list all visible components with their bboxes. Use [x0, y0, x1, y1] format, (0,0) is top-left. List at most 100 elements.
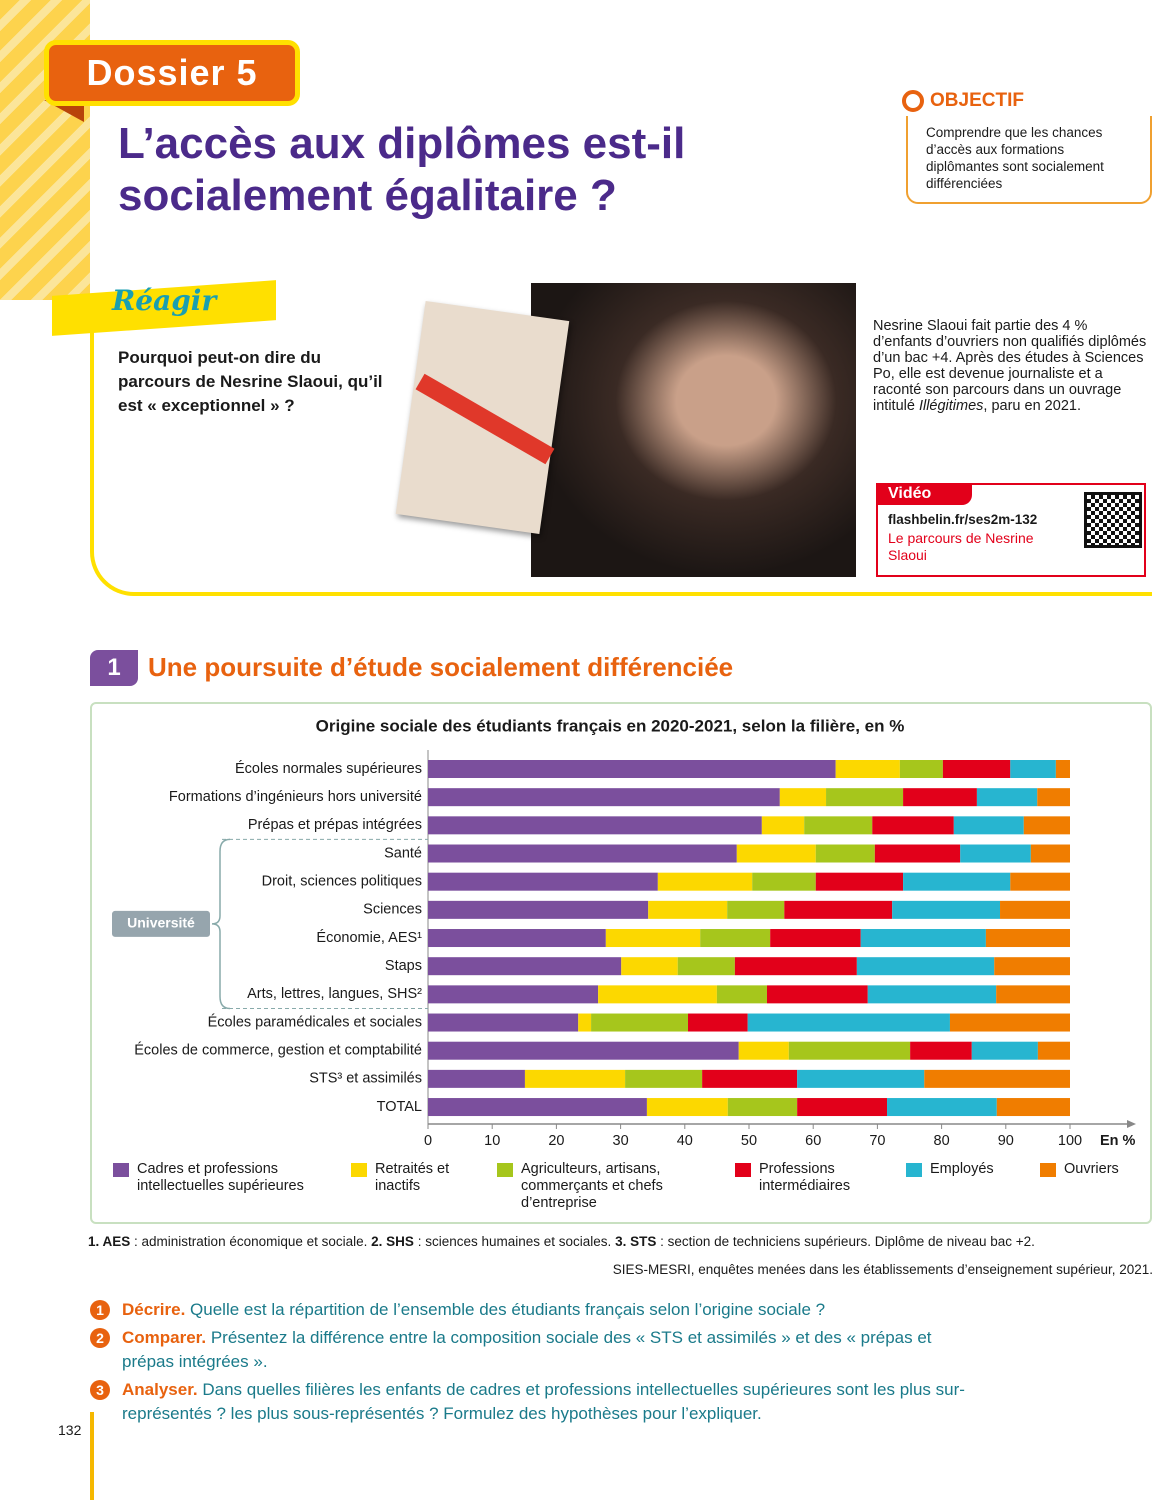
bar-segment: [677, 957, 735, 976]
bar-segment: [428, 957, 622, 976]
legend-swatch: [1040, 1163, 1056, 1177]
footnote-text: : section de techniciens supérieurs. Dip…: [656, 1234, 1035, 1249]
group-label: Université: [127, 915, 195, 931]
dossier-badge: Dossier 5: [44, 40, 300, 106]
bar-segment: [524, 1069, 626, 1088]
x-axis-label: En %: [1100, 1133, 1136, 1149]
bar-segment: [428, 816, 762, 835]
bar-segment: [815, 844, 875, 863]
page-title: L’accès aux diplômes est-il socialement …: [118, 119, 686, 220]
bar-segment: [942, 760, 1011, 778]
legend-label: Retraités et inactifs: [375, 1161, 450, 1194]
x-tick-label: 50: [741, 1133, 757, 1149]
legend-label: Cadres et professions intellectuelles su…: [137, 1161, 304, 1194]
footnote-text: : administration économique et sociale.: [130, 1234, 372, 1249]
bar-segment: [815, 872, 904, 891]
category-label: Économie, AES¹: [316, 929, 422, 946]
bar-segment: [826, 788, 904, 807]
category-label: Arts, lettres, langues, SHS²: [247, 986, 422, 1002]
bar-segment: [646, 1098, 728, 1117]
legend-label: Employés: [930, 1161, 994, 1177]
footnote-term: 3. STS: [615, 1234, 657, 1249]
bar-segment: [766, 985, 868, 1004]
bar-segment: [1010, 760, 1056, 778]
bar-segment: [910, 1041, 972, 1060]
bar-segment: [428, 1069, 525, 1088]
bar-segment: [727, 1098, 798, 1117]
bar-segment: [428, 1041, 739, 1060]
bar-segment: [953, 816, 1024, 835]
photo-caption: Nesrine Slaoui fait partie des 4 % d’enf…: [873, 318, 1148, 414]
bar-segment: [1055, 760, 1070, 778]
x-tick-label: 70: [869, 1133, 885, 1149]
bar-segment: [752, 872, 816, 891]
bar-segment: [892, 900, 1001, 919]
bar-segment: [797, 1098, 888, 1117]
bar-segment: [976, 788, 1038, 807]
bar-segment: [797, 1069, 925, 1088]
bar-segment: [867, 985, 997, 1004]
bar-segment: [428, 985, 599, 1004]
bar-segment: [1037, 788, 1070, 807]
question: 3 Analyser. Dans quelles filières les enf…: [90, 1378, 970, 1426]
bar-segment: [428, 1098, 647, 1117]
bar-segment: [428, 788, 780, 807]
bar-segment: [688, 1013, 748, 1032]
bar-segment: [996, 1098, 1070, 1117]
bar-segment: [899, 760, 943, 778]
section-number: 1: [90, 650, 138, 686]
video-url[interactable]: flashbelin.fr/ses2m-132: [888, 512, 1038, 527]
reagir-question: Pourquoi peut-on dire du parcours de Nes…: [118, 348, 383, 415]
bar-segment: [985, 929, 1070, 948]
x-tick-label: 20: [548, 1133, 564, 1149]
question-text: Dans quelles filières les enfants de cad…: [122, 1380, 965, 1423]
legend-swatch: [906, 1163, 922, 1177]
x-tick-label: 10: [484, 1133, 500, 1149]
bar-segment: [428, 844, 737, 863]
bar-segment: [856, 957, 995, 976]
bar-segment: [734, 957, 857, 976]
bar-segment: [1023, 816, 1070, 835]
bar-segment: [605, 929, 701, 948]
bar-segment: [994, 957, 1070, 976]
bar-segment: [428, 872, 658, 891]
caption-text: Nesrine Slaoui fait partie des 4 % d’enf…: [873, 318, 1147, 414]
bar-segment: [578, 1013, 592, 1032]
bar-segment: [598, 985, 717, 1004]
bar-segment: [716, 985, 767, 1004]
bar-segment: [860, 929, 986, 948]
question-verb: Comparer.: [122, 1328, 207, 1347]
category-label: Formations d’ingénieurs hors université: [169, 789, 422, 805]
bar-segment: [727, 900, 785, 919]
category-label: TOTAL: [377, 1099, 422, 1115]
bar-segment: [971, 1041, 1038, 1060]
question-number: 2: [90, 1328, 110, 1348]
question-verb: Décrire.: [122, 1300, 186, 1319]
x-axis-arrow: [1127, 1120, 1136, 1128]
section-title: Une poursuite d’étude socialement différ…: [148, 652, 734, 682]
bar-segment: [779, 788, 827, 807]
source: SIES-MESRI, enquêtes menées dans les éta…: [612, 1262, 1153, 1277]
question: 2 Comparer. Présentez la différence entre…: [90, 1326, 970, 1374]
objective-text: Comprendre que les chances d’accès aux f…: [906, 116, 1152, 204]
video-box: [876, 483, 1146, 577]
x-tick-label: 30: [613, 1133, 629, 1149]
bar-segment: [428, 1013, 579, 1032]
bar-segment: [428, 929, 606, 948]
video-title[interactable]: Le parcours de Nesrine Slaoui: [888, 530, 1034, 563]
objective-icon: [902, 90, 924, 112]
qr-code: [1084, 492, 1142, 548]
bar-segment: [788, 1041, 911, 1060]
bar-segment: [736, 844, 816, 863]
category-label: Droit, sciences politiques: [262, 874, 422, 890]
category-label: Prépas et prépas intégrées: [248, 817, 422, 833]
question: 1 Décrire. Quelle est la répartition de l…: [90, 1298, 970, 1322]
category-label: Écoles normales supérieures: [235, 760, 422, 777]
legend-label: Ouvriers: [1064, 1161, 1119, 1177]
page-line: [90, 1412, 94, 1500]
legend-swatch: [351, 1163, 367, 1177]
x-tick-label: 40: [677, 1133, 693, 1149]
footnote-term: 1. AES: [88, 1234, 131, 1249]
x-tick-label: 100: [1058, 1133, 1082, 1149]
legend-swatch: [735, 1163, 751, 1177]
